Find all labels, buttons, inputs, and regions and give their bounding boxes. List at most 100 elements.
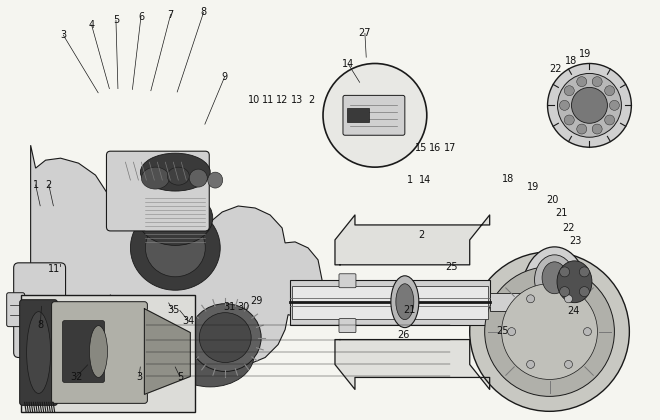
Circle shape: [527, 360, 535, 368]
Circle shape: [560, 267, 570, 277]
Ellipse shape: [166, 322, 254, 387]
Text: 14: 14: [343, 59, 354, 69]
Circle shape: [564, 360, 572, 368]
Text: 22: 22: [562, 223, 575, 233]
Ellipse shape: [208, 172, 222, 188]
Text: 5: 5: [177, 372, 183, 382]
Circle shape: [577, 124, 587, 134]
Text: 5: 5: [113, 16, 119, 25]
Ellipse shape: [189, 169, 207, 187]
Circle shape: [579, 286, 589, 297]
FancyBboxPatch shape: [20, 300, 57, 405]
Text: 31: 31: [224, 302, 236, 312]
Circle shape: [527, 295, 535, 303]
Text: 1: 1: [32, 180, 39, 190]
Circle shape: [548, 63, 632, 147]
Text: 27: 27: [358, 28, 371, 38]
FancyBboxPatch shape: [51, 302, 147, 403]
Text: 8: 8: [201, 8, 207, 17]
Text: 21: 21: [556, 208, 568, 218]
Ellipse shape: [26, 312, 51, 394]
Circle shape: [484, 267, 614, 396]
Text: 29: 29: [250, 296, 263, 306]
Ellipse shape: [189, 304, 261, 371]
Text: 32: 32: [70, 372, 82, 382]
FancyBboxPatch shape: [490, 293, 570, 311]
Text: 8: 8: [37, 320, 44, 330]
Text: 10: 10: [248, 95, 260, 105]
Text: 19: 19: [579, 49, 591, 59]
Text: 14: 14: [419, 175, 432, 185]
Text: 11: 11: [262, 95, 274, 105]
Ellipse shape: [141, 167, 170, 189]
Text: 18: 18: [565, 56, 578, 66]
Text: 20: 20: [546, 194, 559, 205]
Circle shape: [560, 286, 570, 297]
FancyBboxPatch shape: [106, 151, 209, 231]
Polygon shape: [335, 340, 490, 389]
Text: 12: 12: [277, 95, 289, 105]
Circle shape: [323, 63, 427, 167]
Text: 21: 21: [403, 304, 415, 315]
Circle shape: [470, 252, 630, 411]
Circle shape: [558, 74, 621, 137]
Circle shape: [592, 124, 602, 134]
FancyBboxPatch shape: [63, 320, 104, 383]
FancyBboxPatch shape: [347, 108, 369, 122]
Circle shape: [564, 295, 572, 303]
Ellipse shape: [145, 219, 205, 277]
Ellipse shape: [199, 312, 251, 362]
Text: 18: 18: [502, 173, 514, 184]
Circle shape: [609, 100, 619, 110]
Text: 24: 24: [568, 306, 580, 316]
Text: 35: 35: [167, 305, 180, 315]
FancyBboxPatch shape: [20, 295, 195, 412]
Text: 25: 25: [496, 326, 509, 336]
Text: 17: 17: [444, 143, 456, 153]
Text: 16: 16: [429, 143, 442, 153]
FancyBboxPatch shape: [292, 286, 488, 319]
Ellipse shape: [557, 261, 592, 303]
FancyBboxPatch shape: [339, 319, 356, 333]
FancyBboxPatch shape: [14, 263, 65, 357]
Text: 34: 34: [182, 316, 195, 326]
Text: 22: 22: [550, 63, 562, 73]
Text: 13: 13: [291, 95, 303, 105]
Text: 19: 19: [527, 182, 539, 192]
Ellipse shape: [131, 205, 220, 290]
Text: 4: 4: [88, 20, 94, 30]
FancyBboxPatch shape: [343, 95, 405, 135]
Ellipse shape: [396, 284, 414, 320]
Circle shape: [508, 328, 515, 336]
Ellipse shape: [168, 167, 189, 185]
Circle shape: [572, 87, 607, 123]
Text: 2: 2: [308, 95, 315, 105]
PathPatch shape: [30, 145, 322, 387]
Text: 2: 2: [46, 180, 52, 190]
Circle shape: [579, 267, 589, 277]
FancyBboxPatch shape: [339, 274, 356, 288]
Text: 6: 6: [138, 12, 144, 21]
Text: 26: 26: [397, 330, 410, 340]
Circle shape: [560, 100, 570, 110]
Text: 30: 30: [237, 302, 249, 312]
Text: 1: 1: [407, 175, 413, 185]
Ellipse shape: [28, 299, 51, 320]
Text: 9: 9: [222, 72, 228, 82]
Circle shape: [592, 77, 602, 87]
Polygon shape: [145, 309, 190, 394]
Ellipse shape: [138, 191, 213, 245]
Ellipse shape: [141, 153, 211, 191]
Text: 2: 2: [418, 230, 424, 240]
Ellipse shape: [542, 262, 567, 294]
Circle shape: [583, 328, 591, 336]
Circle shape: [564, 115, 574, 125]
Circle shape: [605, 86, 614, 96]
Ellipse shape: [535, 255, 574, 304]
FancyBboxPatch shape: [7, 293, 24, 327]
Circle shape: [564, 86, 574, 96]
Text: 23: 23: [569, 236, 581, 247]
Text: 15: 15: [414, 143, 427, 153]
Polygon shape: [335, 215, 490, 265]
Ellipse shape: [522, 247, 587, 336]
